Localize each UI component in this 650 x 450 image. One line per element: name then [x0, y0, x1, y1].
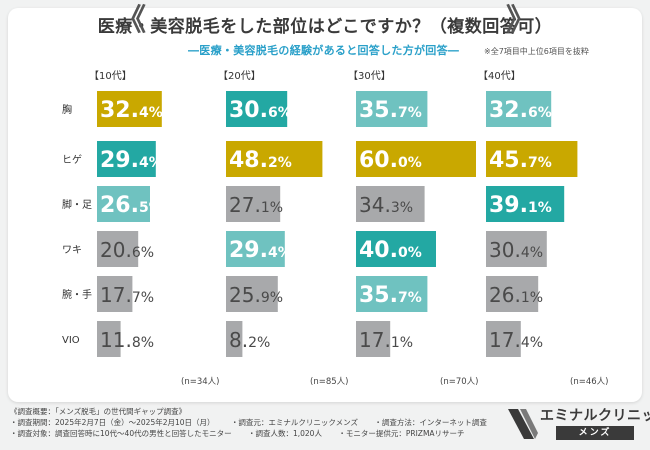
brand-logo: エミナルクリニック メンズ [500, 405, 650, 443]
subtitle: ―医療・美容脱毛の経験があると回答した方が回答― [188, 44, 460, 57]
footer-method: ・調査方法：インターネット調査 [374, 418, 487, 427]
data-label: 35.7% [359, 283, 422, 308]
bar [486, 231, 547, 267]
data-label: 60.0% [359, 148, 422, 173]
bar [486, 321, 521, 357]
series-label: 【30代】 [348, 70, 391, 82]
note: ※全7項目中上位6項目を抜粋 [484, 47, 589, 56]
bar [226, 231, 285, 267]
data-label: 8.2% [229, 328, 270, 352]
bar [486, 91, 552, 127]
bar [486, 186, 565, 222]
logo-subtitle: メンズ [556, 426, 634, 440]
bar [356, 91, 428, 127]
sample-size-label: (n=70人) [440, 377, 478, 387]
footer-period: ・調査期間：2025年2月7日（金）～2025年2月10日（月） [10, 418, 215, 427]
series-label: 【40代】 [478, 70, 521, 82]
bar [97, 141, 156, 177]
sample-size-label: (n=85人) [310, 377, 348, 387]
sample-size-label: (n=46人) [570, 377, 608, 387]
series-label: 【10代】 [89, 70, 132, 82]
data-label: 34.3% [359, 193, 413, 217]
data-label: 39.1% [489, 193, 552, 218]
data-label: 26.1% [489, 283, 543, 307]
footer-provider: ・モニター提供元：PRIZMAリサーチ [338, 429, 465, 438]
data-label: 40.0% [359, 238, 422, 263]
data-label: 30.6% [229, 98, 292, 123]
chart-title: 医療・美容脱毛をした部位はどこですか？（複数回答可） [0, 12, 650, 37]
data-label: 32.6% [489, 98, 552, 123]
bar [97, 276, 133, 312]
data-label: 26.5% [100, 193, 163, 218]
data-label: 29.4% [100, 148, 163, 173]
footer-count: ・調査人数：1,020人 [247, 429, 322, 438]
bar [226, 91, 288, 127]
data-label: 32.4% [100, 98, 163, 123]
footer-title: 《調査概要：「メンズ脱毛」の世代間ギャップ調査》 [10, 407, 187, 416]
left-bracket-icon: 《 [116, 3, 146, 38]
bar [356, 141, 476, 177]
data-label: 17.1% [359, 328, 413, 352]
bar [356, 231, 436, 267]
bar [97, 231, 139, 267]
bar [97, 91, 162, 127]
sample-size-label: (n=34人) [181, 377, 219, 387]
bar [486, 141, 578, 177]
category-label: 腕・手 [62, 288, 92, 301]
bar [226, 186, 281, 222]
bar [226, 276, 278, 312]
right-bracket-icon: 》 [506, 3, 536, 38]
footer-row-1: ・調査期間：2025年2月7日（金）～2025年2月10日（月） ・調査元：エミ… [10, 417, 501, 428]
footer-target: ・調査対象：調査回答時に10代～40代の男性と回答したモニター [10, 429, 232, 438]
logo-mark-icon [508, 409, 538, 439]
category-label: 胸 [62, 103, 72, 116]
bar [486, 276, 539, 312]
footer-source: ・調査元：エミナルクリニックメンズ [230, 418, 358, 427]
data-label: 27.1% [229, 193, 283, 217]
bar [356, 186, 425, 222]
title-suffix: （複数回答可） [429, 17, 553, 37]
data-label: 30.4% [489, 238, 543, 262]
data-label: 17.4% [489, 328, 543, 352]
category-label: ワキ [62, 245, 82, 256]
series-label: 【20代】 [218, 70, 261, 82]
bar [226, 321, 243, 357]
data-label: 17.7% [100, 283, 154, 307]
footer-row-2: ・調査対象：調査回答時に10代～40代の男性と回答したモニター ・調査人数：1,… [10, 428, 501, 439]
data-label: 20.6% [100, 238, 154, 262]
data-label: 25.9% [229, 283, 283, 307]
data-label: 29.4% [229, 238, 292, 263]
title-main: 医療・美容脱毛をした部位はどこですか？ [97, 17, 430, 37]
logo-title: エミナルクリニック [540, 408, 650, 424]
bar [97, 321, 121, 357]
survey-footer: 《調査概要：「メンズ脱毛」の世代間ギャップ調査》 ・調査期間：2025年2月7日… [10, 406, 501, 439]
bar [356, 321, 391, 357]
category-label: 脚・足 [62, 198, 92, 211]
bar [97, 186, 150, 222]
bar [226, 141, 323, 177]
category-label: VIO [62, 335, 80, 346]
data-label: 35.7% [359, 98, 422, 123]
data-label: 48.2% [229, 148, 292, 173]
bar [356, 276, 428, 312]
category-label: ヒゲ [62, 154, 82, 166]
data-label: 45.7% [489, 148, 552, 173]
data-label: 11.8% [100, 328, 154, 352]
